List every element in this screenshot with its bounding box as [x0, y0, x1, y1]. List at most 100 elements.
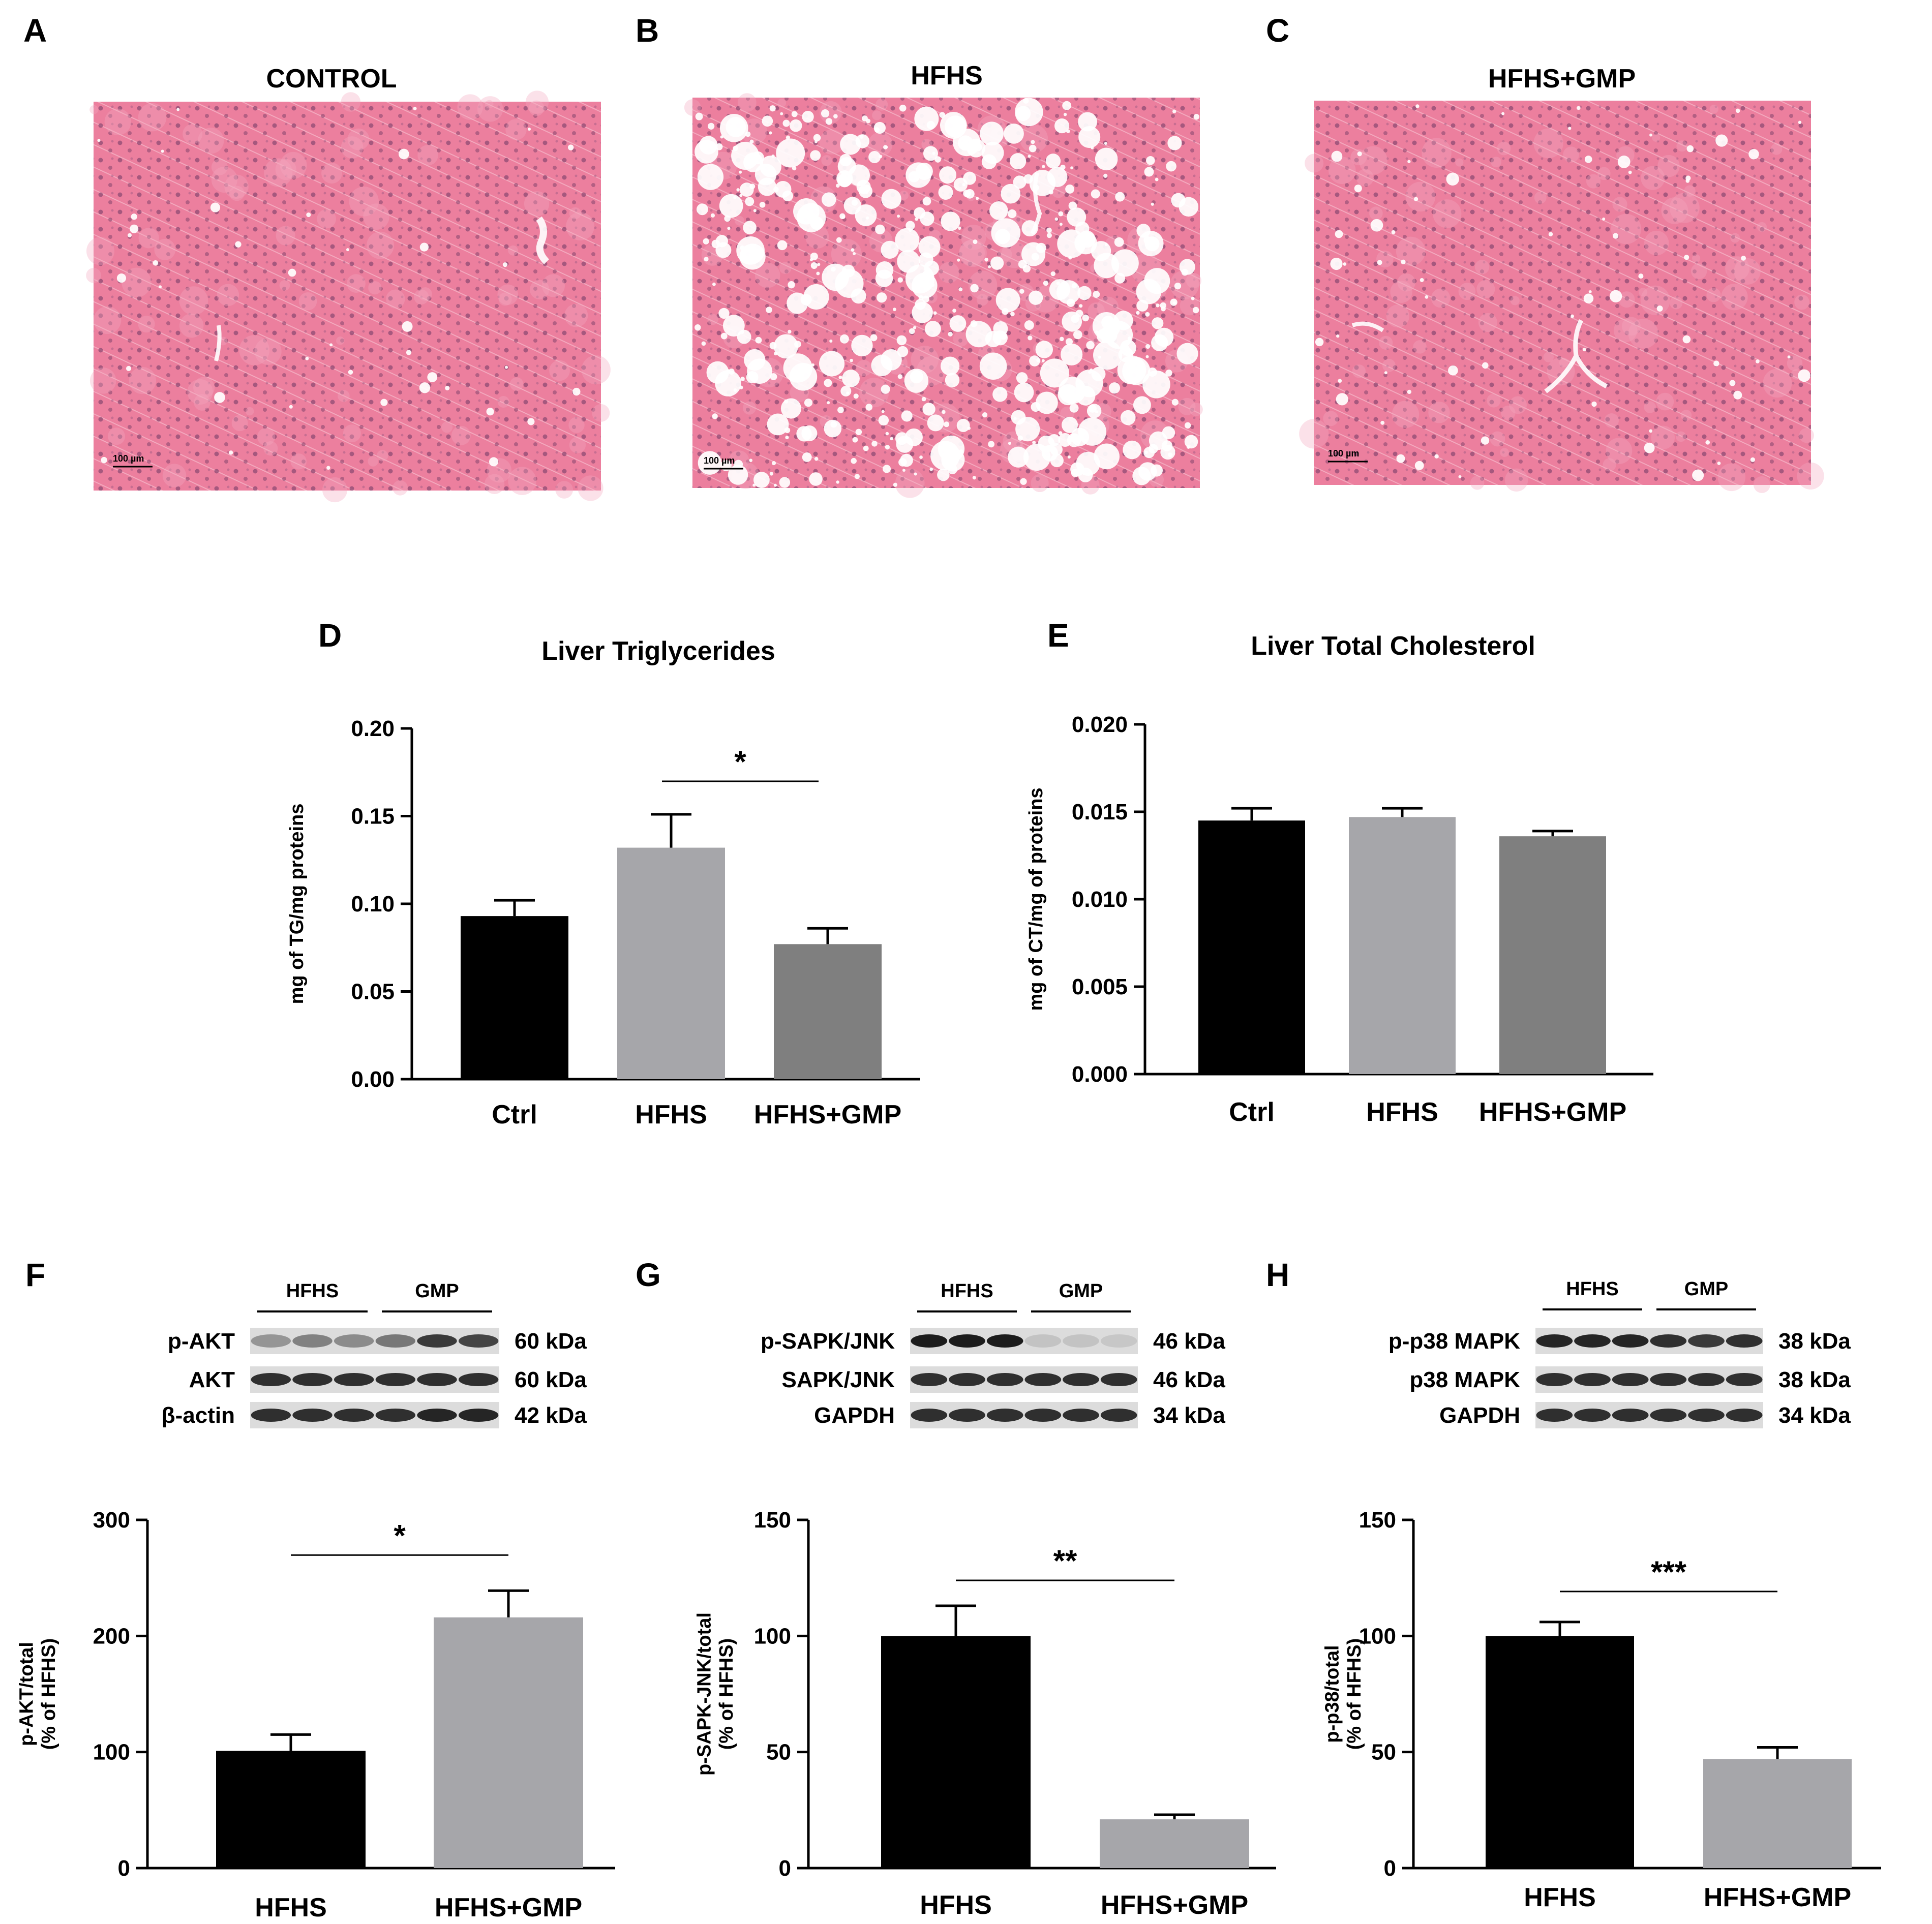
blot-band — [458, 1334, 499, 1348]
y-tick-label: 200 — [93, 1624, 130, 1648]
blot-strip — [1535, 1366, 1763, 1393]
panel-letter-e: E — [1047, 617, 1069, 654]
y-tick-label: 0.020 — [1072, 712, 1128, 737]
blot-band — [1612, 1409, 1649, 1422]
lane-group-label: HFHS — [941, 1280, 993, 1302]
blot-row-size: 46 kDa — [1153, 1367, 1225, 1392]
bar-hfhs-gmp — [1100, 1819, 1249, 1868]
significance-marker: * — [394, 1518, 406, 1552]
blot-band — [292, 1373, 333, 1386]
blot-band — [1024, 1334, 1062, 1348]
bar-hfhs — [1349, 817, 1456, 1074]
category-label: HFHS+GMP — [754, 1100, 901, 1129]
panel-letter-d: D — [318, 617, 342, 654]
y-tick-label: 300 — [93, 1508, 130, 1533]
y-tick-label: 0.015 — [1072, 800, 1128, 824]
lane-group-label: HFHS — [286, 1280, 339, 1302]
y-tick-label: 50 — [1371, 1740, 1396, 1765]
blot-band — [1536, 1334, 1573, 1348]
bar-hfhs-gmp — [1703, 1759, 1852, 1868]
blot-band — [1024, 1373, 1062, 1386]
blot-band — [1574, 1409, 1611, 1422]
blot-row-label: AKT — [189, 1367, 235, 1392]
blot-row-size: 60 kDa — [515, 1329, 587, 1354]
y-tick-label: 0.000 — [1072, 1062, 1128, 1087]
lane-group-label: HFHS — [1566, 1278, 1618, 1300]
scale-bar-label: 100 µm — [113, 453, 144, 464]
bar-hfhs — [1486, 1636, 1634, 1868]
blot-band — [1574, 1373, 1611, 1386]
panel-letter: A — [23, 12, 47, 49]
blot-row-label: GAPDH — [814, 1403, 895, 1428]
blot-band — [1650, 1373, 1687, 1386]
blot-band — [251, 1334, 291, 1348]
y-tick-label: 0.00 — [351, 1067, 395, 1092]
y-axis-label: p-AKT/total(% of HFHS) — [16, 1638, 59, 1750]
blot-row-label: p-p38 MAPK — [1388, 1329, 1520, 1354]
y-axis-label: mg of CT/mg of proteins — [1025, 787, 1047, 1011]
y-tick-label: 150 — [1359, 1508, 1396, 1533]
significance-marker: *** — [1651, 1555, 1687, 1589]
blot-band — [292, 1334, 333, 1348]
blot-band — [375, 1334, 416, 1348]
y-axis-label: mg of TG/mg proteins — [286, 804, 308, 1004]
blot-strip — [250, 1402, 499, 1428]
blot-row-size: 38 kDa — [1778, 1367, 1851, 1392]
scale-bar-label: 100 µm — [1328, 448, 1359, 459]
blot-band — [949, 1409, 985, 1422]
blot-band — [1063, 1373, 1099, 1386]
y-tick-label: 0.010 — [1072, 887, 1128, 912]
histology-panel-c: C HFHS+GMP 100 µm — [1266, 12, 1824, 493]
blot-band — [375, 1373, 416, 1386]
blot-band — [1063, 1334, 1099, 1348]
panel-title: HFHS — [911, 61, 983, 90]
blot-band — [1650, 1409, 1687, 1422]
blot-band — [1688, 1409, 1725, 1422]
y-tick-label: 0 — [1384, 1856, 1396, 1881]
blot-band — [1063, 1409, 1099, 1422]
blot-row-label: SAPK/JNK — [782, 1367, 895, 1392]
blot-band — [1726, 1409, 1763, 1422]
bar-hfhs — [216, 1751, 366, 1868]
histology-image-hfhs — [684, 93, 1203, 498]
blot-band — [986, 1373, 1023, 1386]
blot-band — [1612, 1334, 1649, 1348]
western-blot-g: G HFHS GMP p-SAPK/JNK 46 kDa SAPK/JNK 46 kDa GA… — [636, 1257, 1225, 1428]
chart-p-akt: 0 100 200 300 p-AKT/total(% of HFHS) HFHS HFHS… — [16, 1508, 615, 1922]
blot-band — [1726, 1334, 1763, 1348]
blot-strip — [1535, 1328, 1763, 1354]
panel-title: CONTROL — [266, 64, 397, 94]
blot-band — [1574, 1334, 1611, 1348]
blot-band — [417, 1373, 457, 1386]
significance-marker: ** — [1053, 1544, 1077, 1578]
bar-hfhs-gmp — [434, 1617, 583, 1868]
panel-letter: F — [25, 1257, 45, 1293]
y-tick-label: 0.05 — [351, 980, 395, 1004]
blot-band — [417, 1334, 457, 1348]
blot-row-label: GAPDH — [1439, 1403, 1520, 1428]
blot-strip — [1535, 1402, 1763, 1428]
histology-panel-a: A CONTROL 100 µm — [23, 12, 611, 503]
panel-letter: C — [1266, 12, 1289, 49]
blot-row-size: 34 kDa — [1778, 1403, 1851, 1428]
category-label: HFHS+GMP — [1704, 1883, 1851, 1912]
blot-band — [1100, 1409, 1137, 1422]
bar-hfhs-gmp — [1499, 836, 1606, 1074]
panel-title: HFHS+GMP — [1488, 64, 1636, 94]
category-label: HFHS — [635, 1100, 707, 1129]
blot-strip — [250, 1366, 499, 1393]
bar-hfhs — [881, 1636, 1031, 1868]
category-label: HFHS+GMP — [435, 1893, 582, 1922]
category-label: Ctrl — [1229, 1097, 1275, 1127]
blot-band — [334, 1409, 374, 1422]
category-label: HFHS+GMP — [1479, 1097, 1626, 1127]
blot-strip — [910, 1366, 1138, 1393]
blot-band — [1726, 1373, 1763, 1386]
blot-row-label: p-SAPK/JNK — [761, 1329, 895, 1354]
lane-group-label: GMP — [415, 1280, 459, 1302]
blot-row-size: 38 kDa — [1778, 1329, 1851, 1354]
blot-row-size: 46 kDa — [1153, 1329, 1225, 1354]
blot-band — [334, 1373, 374, 1386]
blot-band — [986, 1409, 1023, 1422]
y-tick-label: 0.15 — [351, 804, 395, 829]
